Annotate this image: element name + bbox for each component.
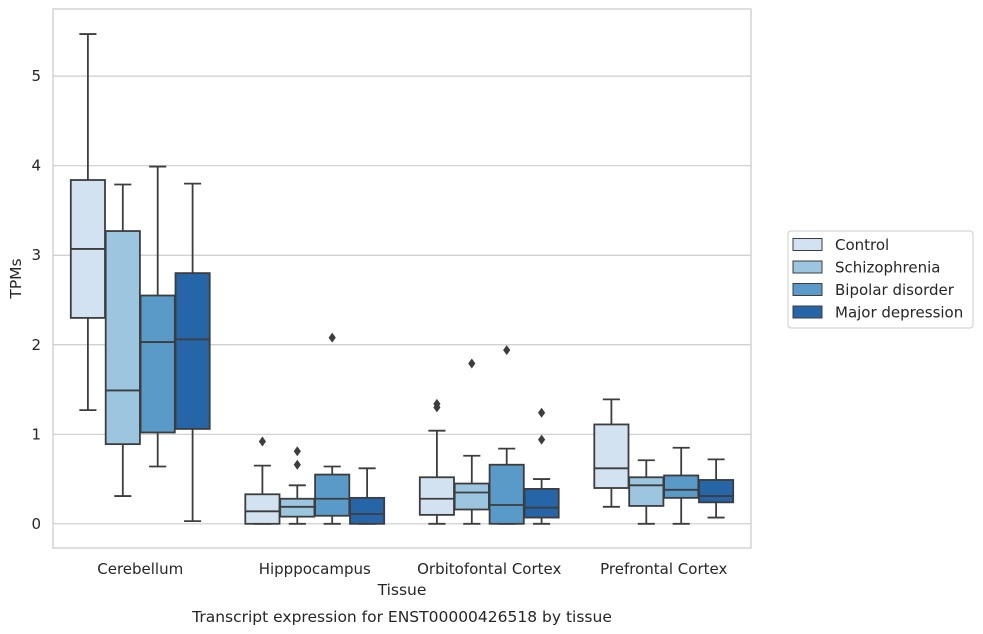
outlier-point [538,434,546,445]
box-schizophrenia [628,459,665,525]
outlier-point [293,459,301,470]
legend-swatch [792,238,823,251]
box-control [418,398,455,525]
x-tick-label: Hipppocampus [259,560,371,578]
box-control [244,436,281,525]
box-schizophrenia [279,446,316,525]
y-tick-label: 4 [31,157,41,175]
legend-swatch [792,305,823,319]
outlier-point [503,345,511,356]
iqr-box [698,479,735,504]
box-bipolar-disorder [488,345,525,525]
y-axis-label: TPMs [7,258,25,299]
legend-label: Control [835,236,889,254]
iqr-box [593,423,630,489]
box-control [593,398,630,508]
y-tick-label: 2 [31,336,41,354]
legend: Control Schizophrenia Bipolar disorder Majo… [787,230,974,329]
iqr-box [523,488,560,519]
x-axis-ticks: Cerebellum Hipppocampus Orbitofontal Corte… [97,560,727,578]
outlier-point [328,332,336,343]
outlier-point [538,407,546,418]
box-major-depression [174,182,211,523]
chart-caption: Transcript expression for ENST0000042651… [191,608,612,626]
y-tick-label: 5 [31,67,41,85]
box-plots [69,33,735,525]
x-axis-label: Tissue [377,581,427,599]
box-major-depression [698,458,735,519]
y-axis-ticks: 0 1 2 3 4 5 [31,67,41,533]
legend-swatch [792,260,823,274]
iqr-box [174,272,211,430]
outlier-point [433,398,441,409]
iqr-box [104,230,141,446]
box-schizophrenia [453,358,490,525]
iqr-box [488,463,525,525]
box-bipolar-disorder [663,446,700,525]
outlier-point [468,358,476,369]
box-bipolar-disorder [314,332,351,525]
iqr-box [314,473,351,517]
legend-frame [787,230,974,329]
legend-label: Schizophrenia [835,259,940,277]
box-schizophrenia [104,183,141,497]
outlier-point [293,446,301,457]
iqr-box [628,476,665,507]
box-control [69,33,106,412]
y-tick-label: 1 [31,425,41,443]
box-bipolar-disorder [139,165,176,468]
box-major-depression [523,407,560,525]
iqr-box [244,493,281,525]
iqr-box [663,474,700,499]
x-tick-label: Orbitofontal Cortex [417,560,561,578]
legend-label: Major depression [835,304,963,322]
plot-area-frame [52,8,752,549]
y-tick-label: 3 [31,246,41,264]
outlier-point [258,436,266,447]
iqr-box [418,476,455,516]
legend-label: Bipolar disorder [835,281,955,299]
box-major-depression [349,467,386,525]
x-tick-label: Cerebellum [97,560,183,578]
iqr-box [139,294,176,434]
x-tick-label: Prefrontal Cortex [600,560,727,578]
legend-swatch [792,283,823,296]
y-tick-label: 0 [31,515,41,533]
iqr-box [453,482,490,511]
iqr-box [349,496,386,525]
